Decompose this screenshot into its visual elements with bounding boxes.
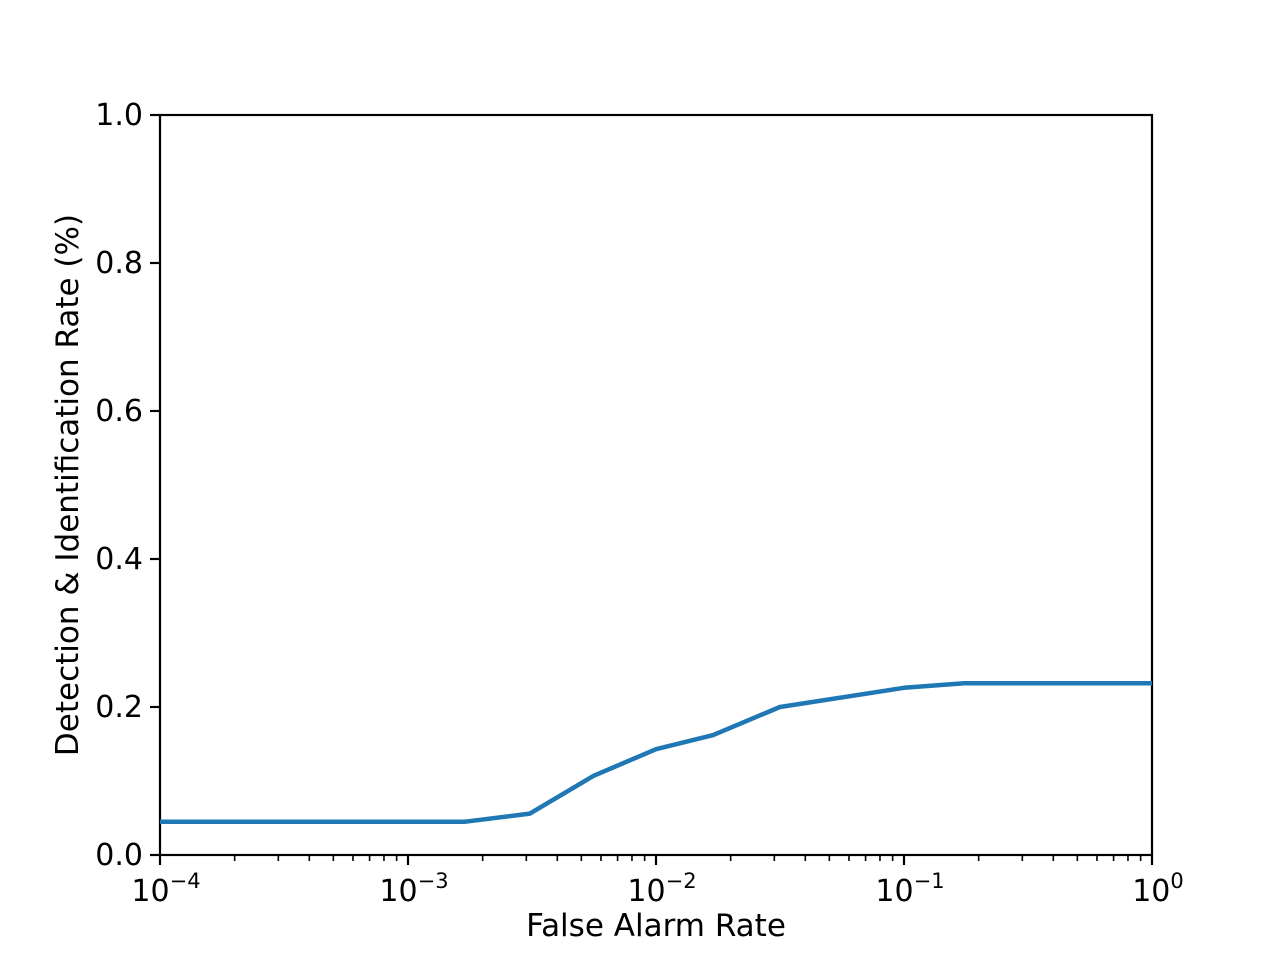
y-axis-label: Detection & Identification Rate (%) bbox=[50, 213, 86, 757]
x-tick-label: 10−2 bbox=[627, 869, 696, 909]
x-tick-label: 10−3 bbox=[379, 869, 448, 909]
y-tick-label: 0.8 bbox=[95, 246, 143, 281]
x-tick-label: 100 bbox=[1132, 869, 1184, 909]
y-tick-label: 0.2 bbox=[95, 690, 143, 725]
dir-far-curve bbox=[160, 681, 1152, 824]
y-tick-label: 1.0 bbox=[95, 98, 143, 133]
y-tick-label: 0.6 bbox=[95, 394, 143, 429]
y-tick-label: 0.0 bbox=[95, 838, 143, 873]
axes-spines bbox=[158, 113, 1154, 857]
x-axis-label: False Alarm Rate bbox=[526, 908, 786, 944]
x-tick-label: 10−1 bbox=[875, 869, 944, 909]
y-tick-label: 0.4 bbox=[95, 542, 143, 577]
x-tick-label: 10−4 bbox=[131, 869, 200, 909]
